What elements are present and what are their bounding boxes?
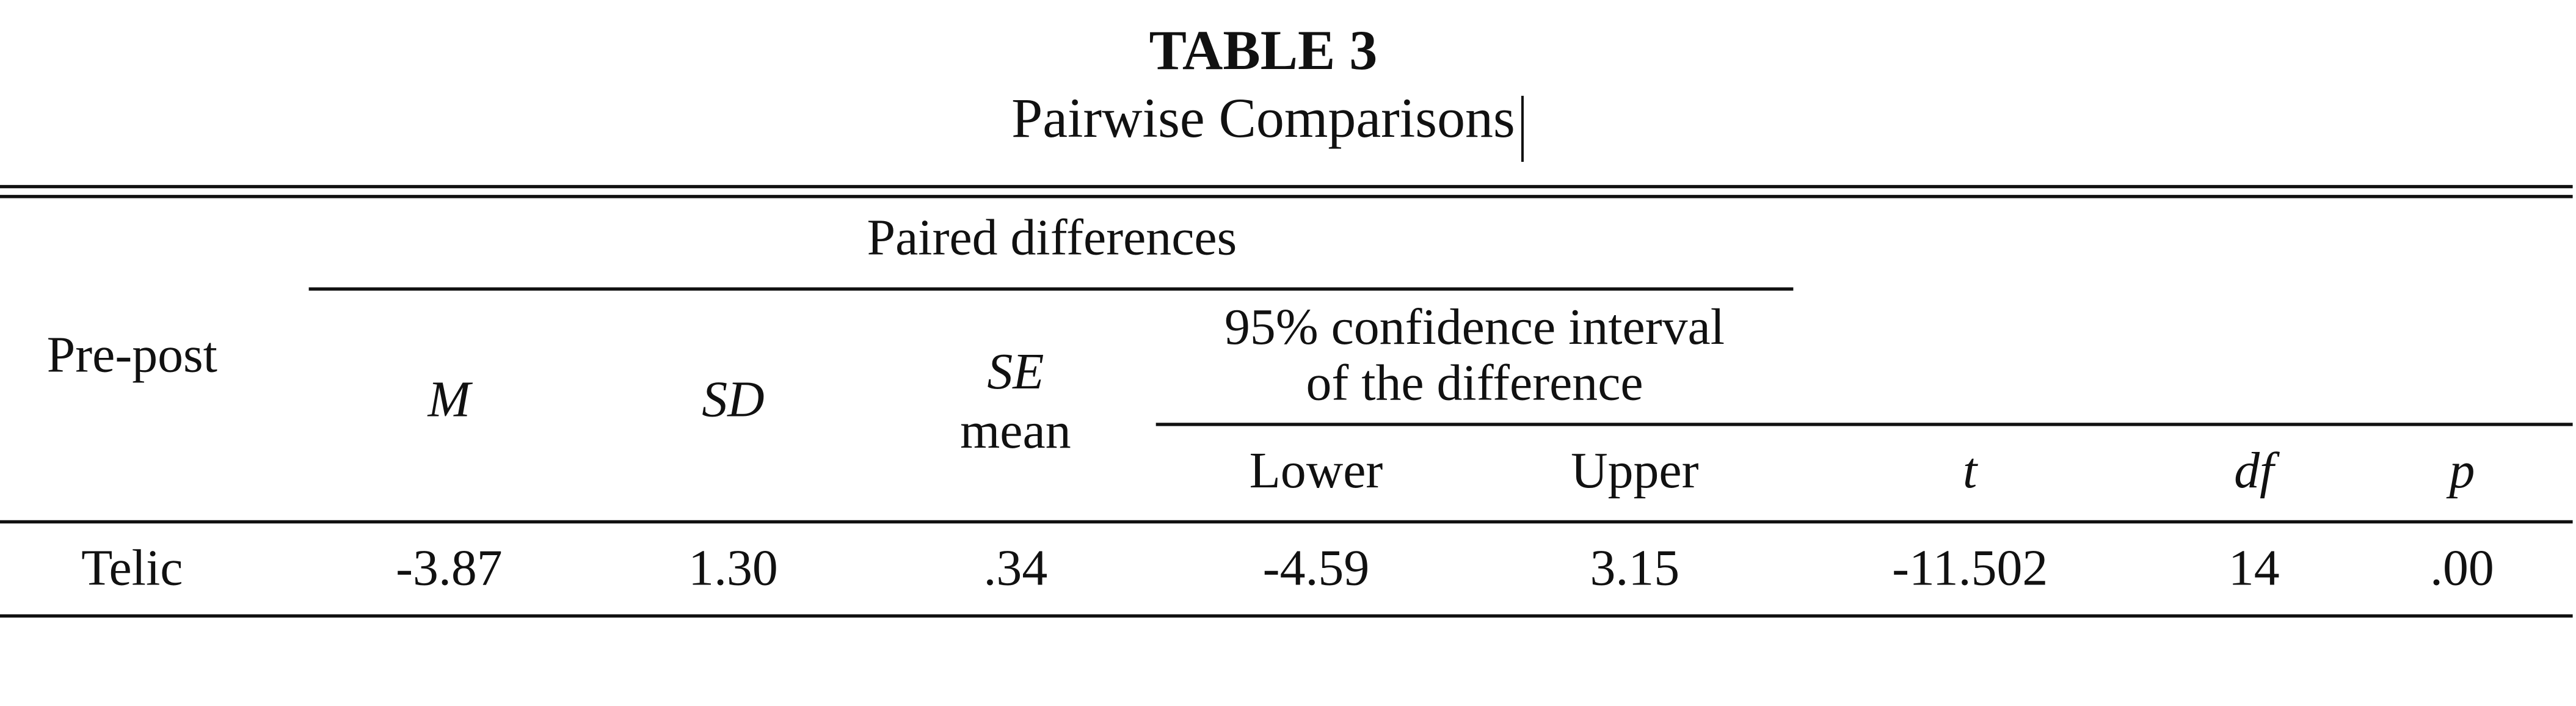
table-cell: 3.15 bbox=[1590, 540, 1679, 597]
column-header: Lower bbox=[1250, 442, 1383, 499]
column-header: mean bbox=[960, 402, 1071, 459]
table-cell: .00 bbox=[2430, 540, 2494, 597]
column-header: t bbox=[1963, 442, 1978, 499]
table-cell: -4.59 bbox=[1263, 540, 1370, 597]
table-title: TABLE 3 bbox=[1149, 19, 1378, 81]
column-header: SE bbox=[987, 343, 1044, 400]
column-header: SD bbox=[702, 371, 764, 428]
group-header: Paired differences bbox=[867, 209, 1237, 266]
column-header: Upper bbox=[1571, 442, 1699, 499]
table-cell: Telic bbox=[81, 540, 183, 597]
column-header: M bbox=[428, 371, 473, 428]
column-header: df bbox=[2234, 442, 2280, 499]
ci-header: of the difference bbox=[1306, 355, 1643, 412]
table-subtitle: Pairwise Comparisons bbox=[1011, 87, 1515, 149]
table-cell: 1.30 bbox=[688, 540, 778, 597]
table-cell: 14 bbox=[2229, 540, 2280, 597]
column-header: Pre-post bbox=[47, 327, 217, 384]
table-cell: .34 bbox=[983, 540, 1047, 597]
table-cell: -3.87 bbox=[396, 540, 503, 597]
ci-header: 95% confidence interval bbox=[1224, 299, 1725, 355]
column-header: p bbox=[2446, 442, 2475, 499]
table-cell: -11.502 bbox=[1892, 540, 2048, 597]
table-body: Telic -3.87 1.30 .34 -4.59 3.15 -11.502 14 .00 bbox=[81, 540, 2494, 597]
